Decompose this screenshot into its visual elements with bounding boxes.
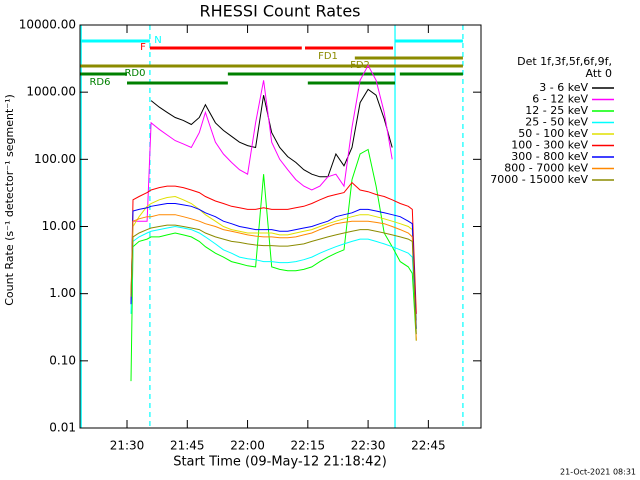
series-line [130, 181, 417, 314]
y-tick-label: 1000.00 [26, 85, 76, 99]
x-tick-label: 21:45 [170, 439, 205, 453]
series-line [130, 148, 417, 382]
legend-label: 6 - 12 keV [532, 93, 588, 106]
legend-label: 300 - 800 keV [511, 150, 588, 163]
series-line [150, 88, 393, 178]
legend-label: 50 - 100 keV [518, 127, 588, 140]
legend-label: 7000 - 15000 keV [490, 173, 588, 186]
y-tick-label: 100.00 [34, 152, 76, 166]
series-line [130, 195, 417, 321]
legend-label: 3 - 6 keV [539, 81, 588, 94]
y-tick-label: 0.01 [49, 421, 76, 435]
y-tick-label: 10000.00 [19, 18, 76, 32]
legend-label: 12 - 25 keV [525, 104, 588, 117]
y-tick-label: 10.00 [42, 219, 76, 233]
series-line [130, 224, 417, 335]
legend-label: 800 - 7000 keV [504, 162, 588, 175]
legend-label: 25 - 50 keV [525, 116, 588, 129]
series-line [133, 64, 393, 222]
flag-label: RD6 [89, 77, 110, 88]
y-tick-label: 1.00 [49, 286, 76, 300]
x-tick-label: 21:30 [110, 439, 145, 453]
legend-title: Att 0 [586, 67, 612, 80]
legend-title: Det 1f,3f,5f,6f,9f, [517, 55, 612, 68]
chart-title: RHESSI Count Rates [200, 2, 361, 21]
flag-label: F [140, 42, 146, 53]
flag-label: FD1 [318, 51, 338, 62]
x-axis-label: Start Time (09-May-12 21:18:42) [173, 455, 387, 470]
flag-label: N [154, 35, 161, 46]
x-tick-label: 22:00 [230, 439, 265, 453]
y-tick-label: 0.10 [49, 353, 76, 367]
flag-label: FD2 [350, 60, 370, 71]
x-tick-label: 22:15 [291, 439, 326, 453]
series-line [130, 214, 417, 341]
series-line [130, 225, 417, 329]
x-tick-label: 22:30 [351, 439, 386, 453]
series-line [130, 203, 417, 329]
legend-label: 100 - 300 keV [511, 139, 588, 152]
x-tick-label: 22:45 [411, 439, 446, 453]
flag-label: RD0 [124, 68, 145, 79]
footer: 21-Oct-2021 08:31 [560, 468, 636, 477]
y-axis-label: Count Rate (s⁻¹ detector⁻¹ segment⁻¹) [3, 94, 16, 306]
